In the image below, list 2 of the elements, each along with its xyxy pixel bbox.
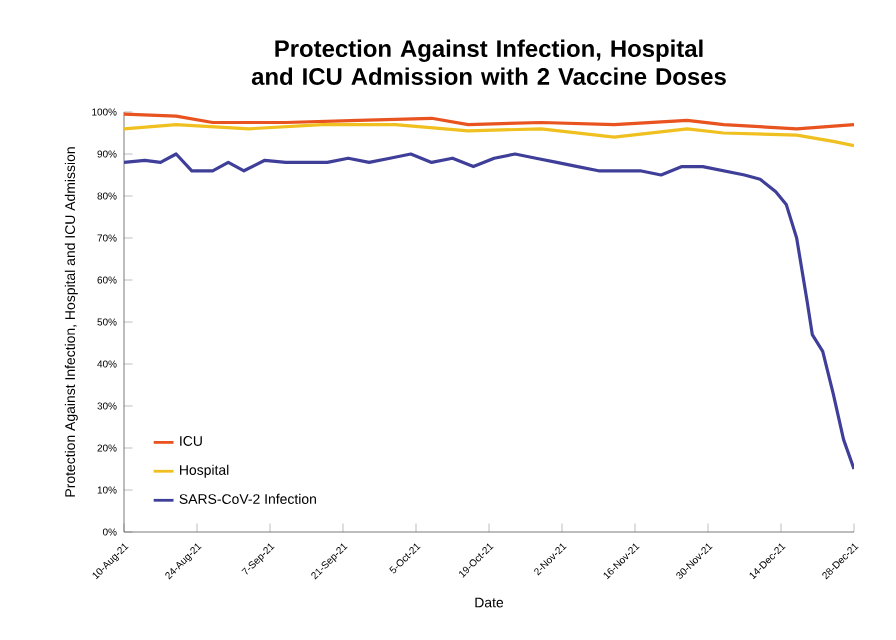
line-series bbox=[124, 122, 855, 148]
chart-title: Protection Against Infection, Hospital and ICU Admission with 2 Vaccine Doses bbox=[251, 39, 726, 85]
